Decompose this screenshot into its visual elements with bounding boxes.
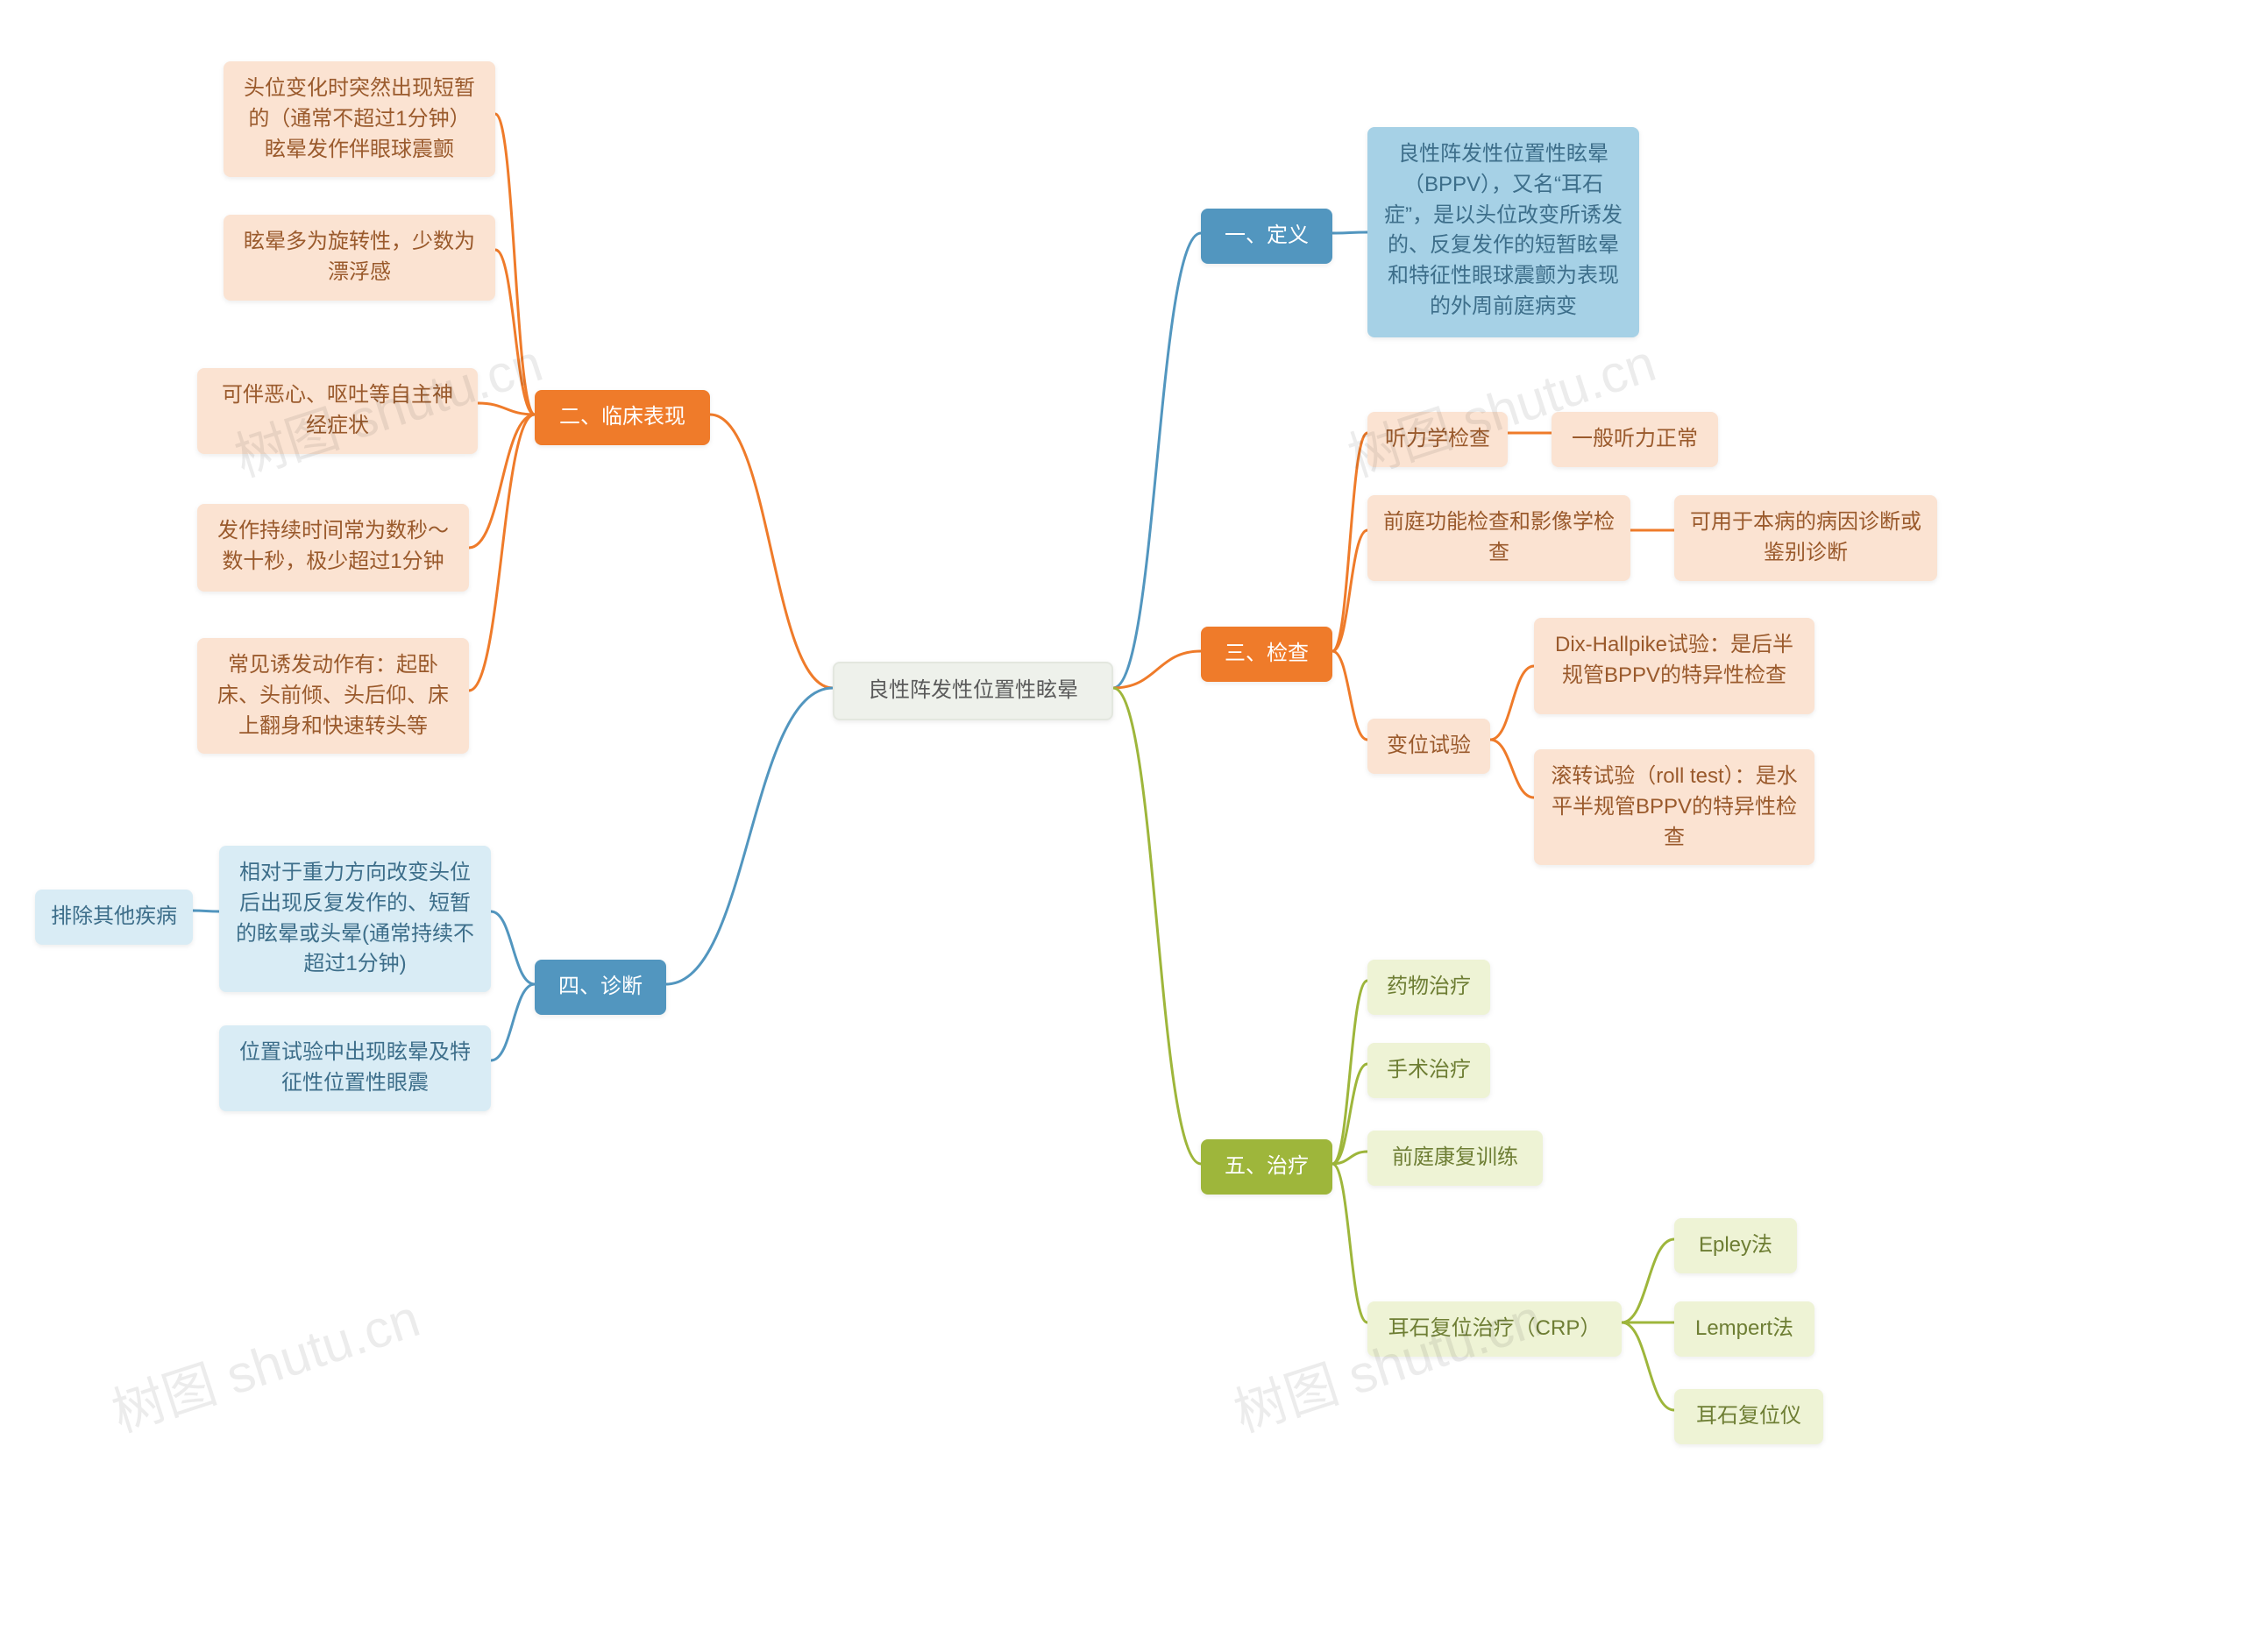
treatment-medication[interactable]: 药物治疗 [1367, 960, 1490, 1015]
watermark: 树图 shutu.cn [101, 1276, 428, 1447]
exam-audiology[interactable]: 听力学检查 [1367, 412, 1508, 467]
clinical-item-3[interactable]: 可伴恶心、呕吐等自主神经症状 [197, 368, 478, 454]
diagnosis-criteria-2[interactable]: 位置试验中出现眩晕及特征性位置性眼震 [219, 1025, 491, 1111]
treatment-rehab[interactable]: 前庭康复训练 [1367, 1131, 1543, 1186]
exam-dix-hallpike[interactable]: Dix-Hallpike试验：是后半规管BPPV的特异性检查 [1534, 618, 1814, 714]
exam-audiology-detail[interactable]: 一般听力正常 [1552, 412, 1718, 467]
treatment-crp[interactable]: 耳石复位治疗（CRP） [1367, 1301, 1622, 1357]
root-node[interactable]: 良性阵发性位置性眩晕 [833, 662, 1113, 720]
mindmap-stage: { "canvas": { "w": 2560, "h": 1885 }, "w… [0, 0, 2244, 1652]
branch-examination[interactable]: 三、检查 [1201, 627, 1332, 682]
exam-roll-test[interactable]: 滚转试验（roll test）：是水平半规管BPPV的特异性检查 [1534, 749, 1814, 865]
clinical-item-2[interactable]: 眩晕多为旋转性，少数为漂浮感 [224, 215, 495, 301]
exam-vestibular-detail[interactable]: 可用于本病的病因诊断或鉴别诊断 [1674, 495, 1937, 581]
clinical-item-1[interactable]: 头位变化时突然出现短暂的（通常不超过1分钟）眩晕发作伴眼球震颤 [224, 61, 495, 177]
branch-definition[interactable]: 一、定义 [1201, 209, 1332, 264]
clinical-item-4[interactable]: 发作持续时间常为数秒～数十秒，极少超过1分钟 [197, 504, 469, 592]
clinical-item-5[interactable]: 常见诱发动作有：起卧床、头前倾、头后仰、床上翻身和快速转头等 [197, 638, 469, 754]
branch-treatment[interactable]: 五、治疗 [1201, 1139, 1332, 1195]
exam-vestibular[interactable]: 前庭功能检查和影像学检查 [1367, 495, 1630, 581]
crp-device[interactable]: 耳石复位仪 [1674, 1389, 1823, 1444]
definition-detail[interactable]: 良性阵发性位置性眩晕（BPPV），又名“耳石症”，是以头位改变所诱发的、反复发作… [1367, 127, 1639, 337]
crp-epley[interactable]: Epley法 [1674, 1218, 1797, 1273]
treatment-surgery[interactable]: 手术治疗 [1367, 1043, 1490, 1098]
branch-clinical[interactable]: 二、临床表现 [535, 390, 710, 445]
diagnosis-exclude[interactable]: 排除其他疾病 [35, 890, 193, 945]
crp-lempert[interactable]: Lempert法 [1674, 1301, 1814, 1357]
diagnosis-criteria-1[interactable]: 相对于重力方向改变头位后出现反复发作的、短暂的眩晕或头晕(通常持续不超过1分钟) [219, 846, 491, 992]
exam-positional[interactable]: 变位试验 [1367, 719, 1490, 774]
branch-diagnosis[interactable]: 四、诊断 [535, 960, 666, 1015]
